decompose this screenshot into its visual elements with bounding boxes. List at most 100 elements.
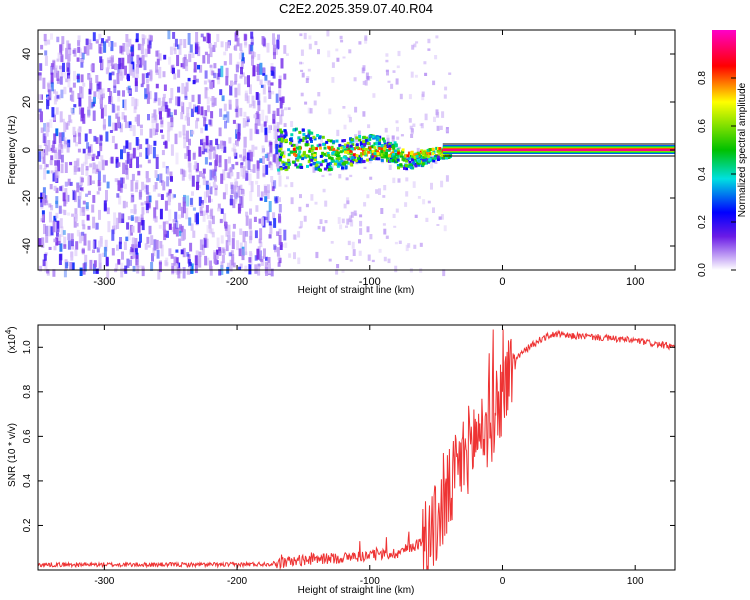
spectrogram-cell	[207, 182, 211, 188]
spectrogram-cell	[304, 101, 308, 105]
spectrogram-cell	[151, 253, 154, 262]
spectrogram-cell	[206, 257, 210, 266]
spectrogram-cell	[50, 226, 54, 236]
spectrogram-cell	[404, 202, 408, 207]
spectrogram-cell	[46, 94, 49, 98]
spectrogram-cell	[78, 48, 82, 57]
spectrogram-cell	[110, 57, 114, 67]
spectrogram-cell	[61, 209, 65, 214]
spectrogram-cell	[129, 64, 133, 76]
spectrogram-cell	[370, 145, 374, 149]
spectrogram-cell	[126, 87, 129, 91]
spectrogram-cell	[396, 126, 399, 132]
spectrogram-cell	[183, 229, 186, 240]
spectrogram-cell	[251, 144, 255, 157]
spectrogram-cell	[50, 63, 54, 67]
spectrogram-cell	[298, 226, 302, 229]
y-tick-label: 0.8	[22, 384, 33, 398]
spectrogram-cell	[387, 80, 391, 83]
spectrogram-cell	[358, 135, 362, 138]
spectrogram-cell	[162, 97, 166, 102]
spectrogram-cell	[326, 162, 330, 166]
spectrogram-cell	[96, 83, 100, 92]
spectrogram-cell	[245, 120, 249, 127]
spectrogram-cell	[440, 214, 444, 220]
spectrogram-cell	[202, 176, 206, 186]
spectrogram-cell	[272, 37, 276, 48]
spectrogram-cell	[348, 49, 352, 54]
spectrogram-cell	[205, 135, 209, 146]
spectrogram-cell	[275, 47, 278, 55]
spectrogram-cell	[255, 205, 259, 212]
spectrogram-cell	[45, 126, 49, 137]
spectrogram-cell	[278, 160, 282, 170]
spectrogram-cell	[124, 121, 128, 129]
spectrogram-cell	[89, 43, 93, 50]
spectrogram-cell	[203, 191, 207, 204]
spectrogram-cell	[206, 96, 210, 105]
spectrogram-cell	[321, 151, 325, 155]
spectrogram-cell	[170, 254, 174, 259]
spectrogram-cell	[106, 68, 110, 75]
spectrogram-cell	[211, 231, 215, 238]
spectrogram-cell	[256, 75, 260, 82]
spectrogram-cell	[58, 234, 62, 245]
spectrogram-cell	[208, 119, 212, 125]
spectrogram-cell	[366, 138, 370, 142]
spectrogram-cell	[120, 149, 123, 160]
spectrogram-cell	[262, 165, 266, 177]
spectrogram-cell	[371, 153, 375, 157]
spectrogram-cell	[76, 229, 80, 237]
spectrogram-cell	[63, 269, 67, 278]
spectrogram-cell	[331, 151, 335, 155]
spectrogram-cell	[119, 183, 123, 193]
spectrogram-cell	[38, 151, 42, 162]
spectrogram-cell	[173, 256, 177, 266]
spectrogram-cell	[243, 136, 247, 149]
spectrogram-cell	[199, 65, 203, 73]
spectrogram-cell	[95, 222, 99, 230]
spectrogram-cell	[315, 163, 319, 167]
spectrogram-cell	[194, 213, 198, 223]
spectrogram-cell	[274, 125, 277, 130]
spectrogram-cell	[195, 162, 199, 172]
spectrogram-cell	[296, 156, 300, 160]
spectrogram-cell	[219, 218, 223, 224]
spectrogram-cell	[222, 169, 226, 181]
spectrogram-cell	[106, 268, 110, 280]
spectrogram-cell	[167, 108, 171, 117]
spectrogram-cell	[149, 128, 153, 138]
spectrogram-cell	[186, 107, 190, 118]
spectrogram-cell	[362, 135, 366, 139]
spectrogram-cell	[56, 171, 60, 179]
spectrogram-cell	[150, 262, 154, 271]
colorbar-tick-label: 0.4	[697, 167, 708, 181]
spectrogram-cell	[244, 90, 248, 99]
spectrogram-cell	[287, 158, 291, 162]
spectrogram-cell	[231, 238, 235, 250]
spectrogram-cell	[243, 33, 247, 41]
spectrogram-cell	[369, 234, 373, 240]
spectrogram-cell	[163, 84, 167, 91]
spectrogram-cell	[273, 128, 277, 139]
spectrogram-cell	[309, 137, 313, 141]
spectrogram-cell	[299, 220, 303, 228]
spectrogram-cell	[205, 205, 209, 213]
spectrogram-cell	[82, 82, 86, 87]
spectrogram-cell	[343, 203, 347, 209]
spectrogram-cell	[335, 269, 339, 275]
spectrogram-cell	[148, 34, 152, 42]
spectrogram-cell	[171, 263, 175, 275]
spectrogram-cell	[111, 248, 115, 256]
spectrogram-cell	[200, 127, 204, 134]
spectrogram-cell	[66, 62, 70, 72]
spectrogram-cell	[383, 228, 387, 235]
spectrogram-cell	[204, 87, 208, 99]
spectrogram-cell	[310, 131, 314, 135]
spectrogram-cell	[42, 259, 46, 267]
spectrogram-cell	[213, 169, 217, 180]
spectrogram-cell	[358, 250, 362, 256]
spectrogram-cell	[194, 264, 198, 274]
spectrogram-cell	[66, 40, 70, 49]
spectrogram-cell	[137, 222, 141, 233]
